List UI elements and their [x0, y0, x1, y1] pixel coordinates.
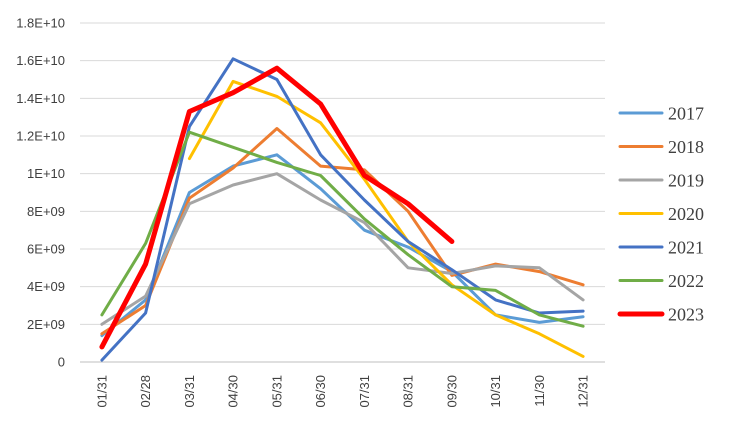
- y-tick-label: 8E+09: [27, 204, 65, 219]
- legend-label-2020: 2020: [668, 204, 704, 224]
- series-line-2022: [100, 130, 585, 328]
- y-tick-label: 1.6E+10: [16, 53, 65, 68]
- series-line-2020: [187, 79, 585, 358]
- legend-label-2017: 2017: [668, 104, 704, 124]
- series-line-2023: [99, 65, 455, 350]
- y-tick-label: 2E+09: [27, 317, 65, 332]
- y-tick-label: 4E+09: [27, 279, 65, 294]
- series-lines: [99, 57, 585, 362]
- y-tick-label: 1.4E+10: [16, 91, 65, 106]
- y-axis-tick-labels: 0 2E+09 4E+09 6E+09 8E+09 1E+10 1.2E+10 1.4E+10…: [16, 16, 65, 370]
- y-tick-label: 0: [58, 355, 65, 370]
- x-tick-label: 04/30: [226, 375, 241, 408]
- x-tick-label: 07/31: [357, 375, 372, 408]
- x-tick-label: 08/31: [401, 375, 416, 408]
- y-tick-label: 6E+09: [27, 242, 65, 257]
- x-tick-label: 01/31: [94, 375, 109, 408]
- y-tick-label: 1.2E+10: [16, 129, 65, 144]
- x-tick-label: 03/31: [182, 375, 197, 408]
- y-tick-label: 1E+10: [27, 166, 65, 181]
- y-tick-label: 1.8E+10: [16, 16, 65, 31]
- legend-label-2021: 2021: [668, 238, 704, 258]
- x-tick-label: 09/30: [444, 375, 459, 408]
- legend-label-2018: 2018: [668, 137, 704, 157]
- x-tick-label: 06/30: [313, 375, 328, 408]
- x-tick-label: 05/31: [269, 375, 284, 408]
- series-line-2017: [100, 153, 585, 338]
- legend-label-2022: 2022: [668, 271, 704, 291]
- gridlines: [80, 22, 605, 363]
- x-tick-label: 12/31: [576, 375, 591, 408]
- x-tick-label: 10/31: [488, 375, 503, 408]
- legend-label-2019: 2019: [668, 171, 704, 191]
- x-tick-label: 11/30: [532, 375, 547, 407]
- series-line-2021: [100, 57, 585, 362]
- series-line-2019: [100, 172, 585, 326]
- x-axis-tick-labels: 01/31 02/28 03/31 04/30 05/31 06/30 07/31 08/31…: [94, 375, 590, 408]
- legend-label-2023: 2023: [668, 305, 704, 325]
- legend: 2017 2018 2019 2020 2021 2022 2023: [617, 104, 704, 325]
- x-tick-label: 02/28: [138, 375, 153, 408]
